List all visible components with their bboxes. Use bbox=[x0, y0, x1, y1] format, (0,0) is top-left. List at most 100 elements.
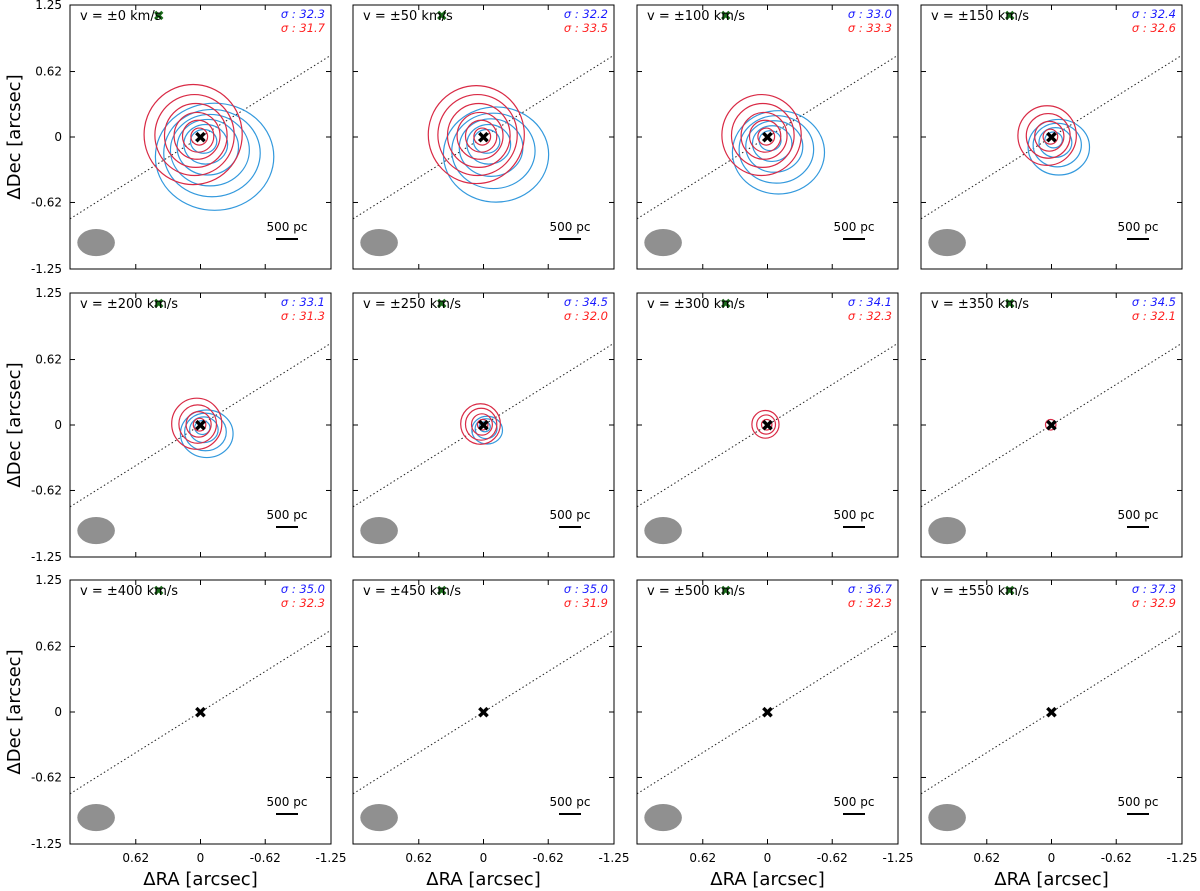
red-contour bbox=[756, 414, 777, 435]
red-contour bbox=[1017, 105, 1077, 166]
center-marker: ✖ bbox=[194, 128, 207, 147]
center-marker: ✖ bbox=[477, 703, 490, 722]
x-tick-label: -0.62 bbox=[1101, 851, 1132, 865]
sigma-blue-label: σ : 34.5 bbox=[1132, 295, 1176, 309]
red-contour bbox=[171, 397, 223, 450]
velocity-label: v = ±0 km/s bbox=[80, 9, 162, 24]
y-tick-label: 0.62 bbox=[35, 353, 62, 367]
y-tick-label: 1.25 bbox=[35, 0, 62, 12]
offset-marker: ✖ bbox=[1004, 297, 1016, 313]
x-axis-label: ΔRA [arcsec] bbox=[994, 869, 1108, 890]
sigma-blue-label: σ : 33.1 bbox=[281, 295, 325, 309]
sigma-blue-label: σ : 35.0 bbox=[281, 582, 325, 596]
panel: 500 pc✖✖v = ±300 km/s σ : 34.1σ : 32.3 bbox=[636, 292, 899, 558]
major-axis-line bbox=[921, 342, 1182, 508]
center-marker: ✖ bbox=[761, 128, 774, 147]
major-axis-line bbox=[70, 629, 331, 795]
major-axis-line bbox=[70, 54, 331, 220]
offset-marker: ✖ bbox=[436, 9, 448, 25]
beam-ellipse bbox=[644, 517, 682, 545]
major-axis-line bbox=[921, 54, 1182, 220]
red-contour bbox=[185, 410, 212, 438]
blue-contour bbox=[458, 118, 524, 177]
beam-ellipse bbox=[77, 229, 115, 257]
scale-bar-label: 500 pc bbox=[550, 508, 591, 522]
x-tick-label: 0 bbox=[197, 851, 205, 865]
offset-marker: ✖ bbox=[720, 9, 732, 25]
panel: 500 pc✖✖v = ±200 km/s σ : 33.1σ : 31.31.2… bbox=[4, 286, 332, 564]
panel-plot-area bbox=[637, 54, 898, 257]
panel-plot-area bbox=[637, 342, 898, 545]
blue-contour bbox=[194, 420, 211, 436]
sigma-red-label: σ : 32.6 bbox=[1132, 21, 1176, 35]
velocity-label: v = ±50 km/s bbox=[363, 9, 453, 24]
velocity-label: v = ±450 km/s bbox=[363, 584, 461, 599]
panel-plot-area bbox=[353, 629, 614, 832]
panel-plot-area bbox=[921, 54, 1182, 257]
beam-ellipse bbox=[360, 229, 398, 257]
sigma-red-label: σ : 32.3 bbox=[848, 309, 892, 323]
y-tick-label: -1.25 bbox=[31, 550, 62, 564]
x-tick-label: 0 bbox=[480, 851, 488, 865]
panel: 500 pc✖✖v = ±0 km/s σ : 32.3σ : 31.71.250… bbox=[4, 0, 332, 276]
offset-marker: ✖ bbox=[153, 584, 165, 600]
sigma-red-label: σ : 33.5 bbox=[564, 21, 608, 35]
center-marker: ✖ bbox=[1045, 416, 1058, 435]
major-axis-line bbox=[637, 629, 898, 795]
y-tick-label: -1.25 bbox=[31, 837, 62, 851]
major-axis-line bbox=[70, 342, 331, 508]
panel: 500 pc✖✖v = ±350 km/s σ : 34.5σ : 32.1 bbox=[920, 292, 1183, 558]
center-marker: ✖ bbox=[194, 416, 207, 435]
beam-ellipse bbox=[644, 229, 682, 257]
red-contour bbox=[456, 111, 504, 160]
panel-plot-area bbox=[637, 629, 898, 832]
velocity-label: v = ±200 km/s bbox=[80, 297, 178, 312]
beam-ellipse bbox=[928, 517, 966, 545]
panel-plot-area bbox=[70, 342, 331, 545]
red-contour bbox=[740, 111, 788, 160]
red-contour bbox=[748, 119, 782, 153]
velocity-label: v = ±500 km/s bbox=[647, 584, 745, 599]
panel: 500 pc✖✖v = ±250 km/s σ : 34.5σ : 32.0 bbox=[352, 292, 615, 558]
y-tick-label: -0.62 bbox=[31, 770, 62, 784]
red-contour bbox=[473, 127, 492, 146]
sigma-blue-label: σ : 32.3 bbox=[281, 7, 325, 21]
x-tick-label: -0.62 bbox=[533, 851, 564, 865]
blue-contour bbox=[471, 415, 504, 445]
red-contour bbox=[470, 413, 493, 436]
x-tick-label: -1.25 bbox=[882, 851, 913, 865]
y-tick-label: 0.62 bbox=[35, 640, 62, 654]
red-contour bbox=[464, 119, 498, 153]
sigma-red-label: σ : 32.9 bbox=[1132, 596, 1176, 610]
sigma-blue-label: σ : 34.5 bbox=[564, 295, 608, 309]
x-tick-label: -0.62 bbox=[817, 851, 848, 865]
offset-marker: ✖ bbox=[436, 584, 448, 600]
red-contour bbox=[760, 418, 773, 431]
y-axis-label: ΔDec [arcsec] bbox=[4, 74, 25, 199]
blue-contour bbox=[179, 409, 234, 459]
scale-bar-label: 500 pc bbox=[267, 508, 308, 522]
red-contour bbox=[460, 403, 501, 445]
x-tick-label: 0 bbox=[1048, 851, 1056, 865]
red-contour bbox=[476, 418, 489, 431]
major-axis-line bbox=[353, 342, 614, 508]
panel: 500 pc✖✖v = ±450 km/s σ : 35.0σ : 31.90.6… bbox=[352, 579, 630, 890]
x-tick-label: 0 bbox=[764, 851, 772, 865]
velocity-label: v = ±100 km/s bbox=[647, 9, 745, 24]
y-tick-label: 0.62 bbox=[35, 65, 62, 79]
velocity-label: v = ±150 km/s bbox=[931, 9, 1029, 24]
offset-marker: ✖ bbox=[153, 9, 165, 25]
panel-plot-area bbox=[921, 342, 1182, 545]
major-axis-line bbox=[637, 54, 898, 220]
panel-plot-area bbox=[353, 54, 614, 257]
x-axis-label: ΔRA [arcsec] bbox=[426, 869, 540, 890]
center-marker: ✖ bbox=[1045, 703, 1058, 722]
blue-contour bbox=[169, 113, 250, 187]
x-tick-label: 0.62 bbox=[122, 851, 149, 865]
y-tick-label: -0.62 bbox=[31, 195, 62, 209]
major-axis-line bbox=[921, 629, 1182, 795]
major-axis-line bbox=[353, 54, 614, 220]
panel: 500 pc✖✖v = ±50 km/s σ : 32.2σ : 33.5 bbox=[352, 4, 615, 270]
velocity-label: v = ±400 km/s bbox=[80, 584, 178, 599]
